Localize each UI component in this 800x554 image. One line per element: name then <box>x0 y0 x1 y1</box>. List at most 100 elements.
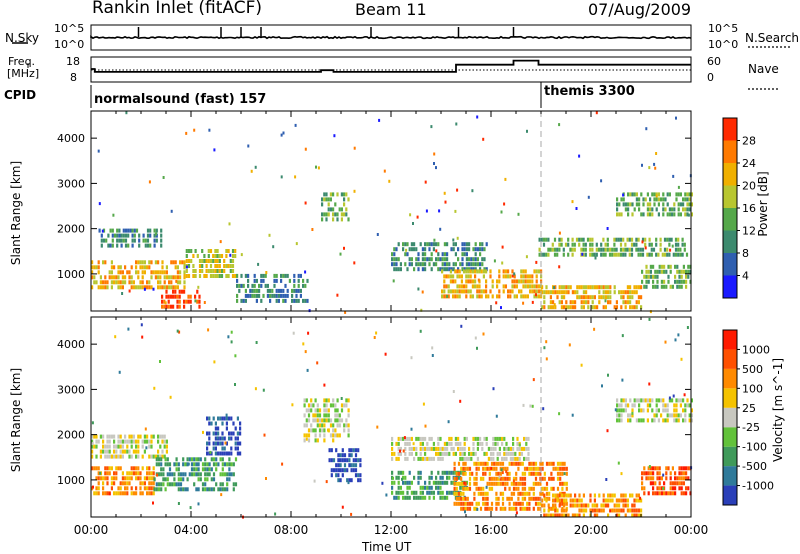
velocity-cell <box>506 481 509 486</box>
power-cell <box>178 289 181 294</box>
velocity-cell <box>318 408 322 413</box>
power-cell <box>649 197 652 202</box>
power-cell <box>545 290 548 295</box>
velocity-cell <box>404 446 407 451</box>
power-cell <box>591 300 594 305</box>
power-cell <box>596 305 599 310</box>
velocity-cell <box>658 476 661 481</box>
velocity-speckle <box>209 450 212 454</box>
velocity-cell <box>126 486 129 491</box>
velocity-cell <box>113 449 116 454</box>
velocity-cell <box>153 477 156 482</box>
power-cell <box>502 289 505 294</box>
power-cell <box>456 289 459 294</box>
power-cell <box>615 252 618 257</box>
power-cell <box>176 270 179 275</box>
power-cell <box>478 284 481 289</box>
power-cell <box>223 259 226 263</box>
velocity-cell <box>660 486 663 491</box>
velocity-cell <box>106 471 109 476</box>
velocity-cell <box>560 498 563 503</box>
power-cell <box>231 274 235 278</box>
velocity-cell <box>310 423 313 428</box>
power-cell <box>589 295 592 300</box>
velocity-cell <box>682 398 685 403</box>
power-colorbar-tick-label: 24 <box>742 157 756 170</box>
velocity-cell <box>341 458 344 463</box>
velocity-cell <box>197 457 200 462</box>
velocity-cell <box>419 456 422 461</box>
power-speckle <box>456 188 459 192</box>
power-cell <box>558 285 561 290</box>
velocity-cell <box>160 467 163 472</box>
velocity-cell <box>504 481 507 486</box>
power-cell <box>678 274 681 279</box>
velocity-cell <box>685 466 688 471</box>
power-cell <box>685 269 688 274</box>
power-cell <box>157 260 160 265</box>
velocity-cell <box>119 486 122 491</box>
velocity-cell <box>482 476 485 481</box>
power-cell <box>345 212 348 217</box>
power-cell <box>129 228 132 233</box>
power-cell <box>482 274 485 279</box>
velocity-cell <box>609 493 612 498</box>
velocity-cell <box>391 470 394 475</box>
velocity-cell <box>135 444 138 449</box>
power-cell <box>214 269 217 273</box>
power-cell <box>116 238 119 243</box>
velocity-cell <box>649 398 652 403</box>
power-cell <box>280 273 283 278</box>
noise-sky-line <box>90 35 692 40</box>
velocity-cell <box>687 486 690 491</box>
power-cell <box>639 247 642 252</box>
velocity-cell <box>457 461 461 466</box>
power-cell <box>538 252 541 257</box>
velocity-cell <box>195 467 198 472</box>
power-cell <box>133 238 136 243</box>
velocity-cell <box>687 476 690 481</box>
velocity-cell <box>186 477 189 482</box>
velocity-cell <box>327 408 330 413</box>
power-cell <box>463 247 466 252</box>
power-speckle <box>97 149 100 153</box>
power-cell <box>236 293 239 298</box>
power-cell <box>591 285 594 290</box>
power-cell <box>183 280 186 285</box>
power-cell <box>552 290 555 295</box>
power-cell <box>637 285 640 290</box>
velocity-cell <box>543 471 546 476</box>
power-cell <box>522 284 525 289</box>
power-cell <box>679 202 682 207</box>
velocity-cell <box>547 513 550 518</box>
velocity-cell <box>676 481 679 486</box>
velocity-cell <box>225 421 228 426</box>
velocity-cell <box>404 441 407 446</box>
velocity-cell <box>463 456 466 461</box>
velocity-cell <box>417 480 420 485</box>
power-cell <box>649 212 652 217</box>
power-cell <box>201 264 204 268</box>
velocity-cell <box>493 481 496 486</box>
velocity-cell <box>519 506 522 511</box>
power-cell <box>295 293 298 298</box>
velocity-cell <box>102 439 105 444</box>
velocity-cell <box>534 471 538 476</box>
power-cell <box>130 265 133 270</box>
velocity-cell <box>340 418 344 423</box>
power-cell <box>178 299 181 304</box>
velocity-cell <box>166 457 169 462</box>
velocity-cell <box>626 498 629 503</box>
velocity-cell <box>620 418 623 423</box>
velocity-cell <box>230 462 233 467</box>
power-cell <box>686 202 689 207</box>
velocity-cell <box>102 481 105 486</box>
power-cell <box>576 285 579 290</box>
power-cell <box>329 207 332 212</box>
power-cell <box>635 305 638 310</box>
velocity-cell <box>517 481 520 486</box>
power-cell <box>582 300 585 305</box>
velocity-cell <box>468 476 472 481</box>
velocity-cell <box>620 498 623 503</box>
